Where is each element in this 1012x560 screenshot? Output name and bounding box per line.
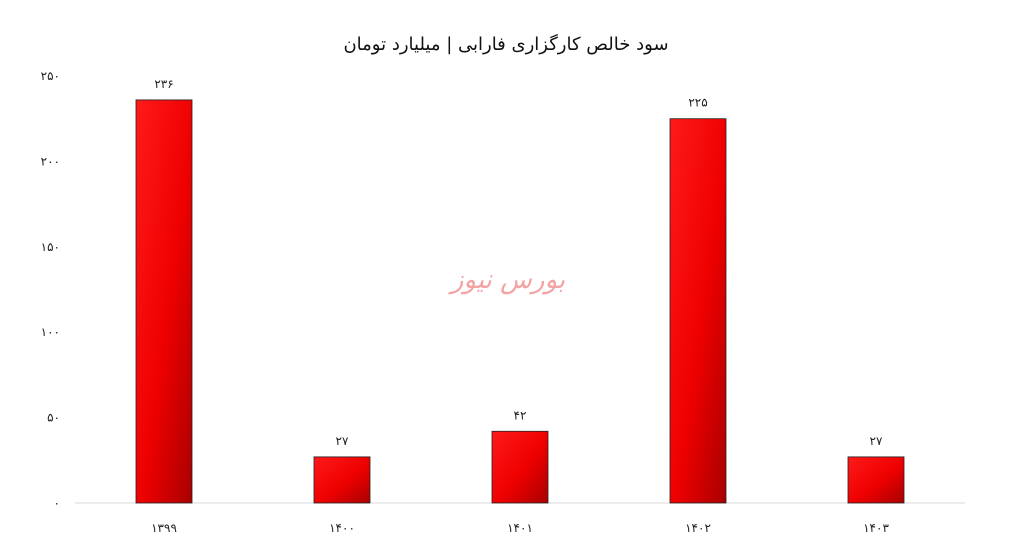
- y-axis: ۰ ۵۰ ۱۰۰ ۱۵۰ ۲۰۰ ۲۵۰: [41, 69, 60, 510]
- y-tick-label: ۱۵۰: [41, 240, 60, 254]
- data-label: ۲۳۶: [154, 77, 173, 91]
- y-tick-label: ۲۰۰: [41, 154, 60, 168]
- data-labels: ۲۳۶ ۲۷ ۴۲ ۲۲۵ ۲۷: [154, 77, 883, 448]
- bar: [669, 118, 727, 504]
- y-tick-label: ۵۰: [47, 411, 60, 425]
- bar: [491, 430, 549, 504]
- bar: [135, 99, 193, 504]
- x-tick-label: ۱۴۰۳: [863, 521, 889, 535]
- bars: [135, 99, 905, 504]
- x-tick-label: ۱۴۰۲: [685, 521, 711, 535]
- y-tick-label: ۱۰۰: [41, 325, 60, 339]
- y-tick-label: ۰: [54, 496, 60, 510]
- data-label: ۲۲۵: [688, 96, 707, 110]
- x-tick-label: ۱۴۰۱: [507, 521, 533, 535]
- bar: [313, 456, 371, 504]
- bar: [847, 456, 905, 504]
- x-tick-label: ۱۴۰۰: [329, 521, 355, 535]
- data-label: ۴۲: [514, 408, 527, 422]
- data-label: ۲۷: [870, 434, 883, 448]
- x-axis: ۱۳۹۹ ۱۴۰۰ ۱۴۰۱ ۱۴۰۲ ۱۴۰۳: [151, 521, 889, 535]
- y-tick-label: ۲۵۰: [41, 69, 60, 83]
- watermark: بورس نیوز: [448, 265, 565, 295]
- x-tick-label: ۱۳۹۹: [151, 521, 177, 535]
- chart-title: سود خالص کارگزاری فارابی | میلیارد تومان: [343, 33, 668, 55]
- data-label: ۲۷: [336, 434, 349, 448]
